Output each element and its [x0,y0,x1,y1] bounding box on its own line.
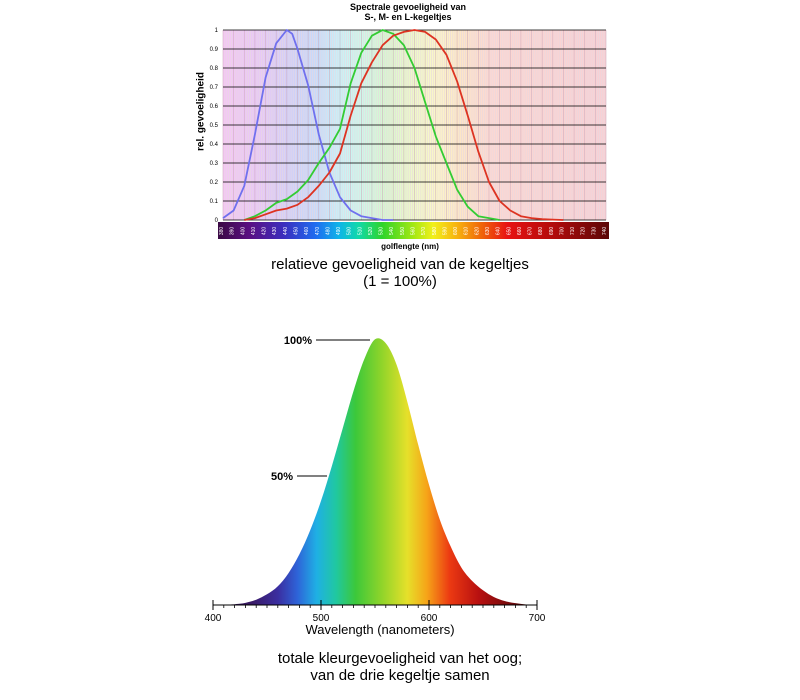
top-chart-y-tick-label: 0.3 [210,161,219,167]
top-chart-x-tick-label: 630 [485,227,491,236]
top-chart-y-tick-label: 0.5 [210,123,219,129]
top-chart-x-tick-label: 380 [219,227,225,236]
top-chart-x-tick-label: 410 [251,227,257,236]
top-chart-x-tick-label: 670 [528,227,534,236]
m-cone-curve [243,29,500,221]
top-chart-caption-line1: relatieve gevoeligheid van de kegeltjes [271,256,529,273]
top-chart-x-tick-label: 660 [517,227,523,236]
top-chart-caption-line2: (1 = 100%) [363,273,437,290]
top-chart-x-tick-label: 710 [570,227,576,236]
top-chart-x-tick-label: 520 [368,227,374,236]
top-chart-spectrum-bar [218,222,609,239]
top-chart-y-tick-label: 0 [215,218,219,224]
top-chart-y-tick-label: 1 [215,28,219,34]
top-chart-x-tick-label: 650 [506,227,512,236]
top-chart-series [222,29,564,221]
top-chart-x-tick-label: 700 [559,227,565,236]
top-chart-x-tick-label: 390 [230,227,236,236]
top-chart-x-tick-label: 490 [336,227,342,236]
top-chart-y-tick-label: 0.7 [210,85,219,91]
bottom-chart-caption: totale kleurgevoeligheid van het oog; va… [200,650,600,684]
top-chart-x-tick-label: 480 [325,227,331,236]
bottom-chart-x-ticks: 400 500 600 700 [205,600,546,624]
s-cone-curve [222,29,394,221]
top-chart-x-tick-label: 720 [581,227,587,236]
top-chart-x-tick-label: 640 [496,227,502,236]
top-chart-x-tick-label: 680 [538,227,544,236]
top-chart-y-tick-label: 0.1 [210,199,219,205]
top-chart-x-tick-label: 690 [549,227,555,236]
top-chart-x-tick-label: 560 [411,227,417,236]
top-chart-x-tick-label: 540 [389,227,395,236]
top-chart-x-tick-label: 620 [474,227,480,236]
top-chart-x-tick-label: 610 [464,227,470,236]
marker-100-label: 100% [284,335,312,347]
top-chart-x-tick-label: 430 [272,227,278,236]
l-cone-curve [244,29,564,221]
top-chart-y-tick-label: 0.6 [210,104,219,110]
top-chart-x-tick-label: 400 [240,227,246,236]
marker-50-label: 50% [271,471,293,483]
top-chart-y-tick-label: 0.8 [210,66,219,72]
top-chart-x-axis-label: golflengte (nm) [381,242,439,251]
visibility-curve-area [213,338,537,605]
top-chart-x-tick-label: 530 [379,227,385,236]
top-chart-title-line1: Spectrale gevoeligheid van [349,2,467,12]
bottom-chart-x-axis-label: Wavelength (nanometers) [305,622,455,637]
top-chart-x-tick-label: 450 [293,227,299,236]
top-chart-x-tick-label: 570 [421,227,427,236]
top-chart-x-tick-label: 510 [357,227,363,236]
top-chart-y-tick-label: 0.9 [210,47,219,53]
top-chart-x-tick-label: 500 [347,227,353,236]
top-chart-x-tick-label: 730 [591,227,597,236]
top-chart-x-tick-label: 470 [315,227,321,236]
bottom-chart-svg: 400 500 600 700 100% 50% [205,335,546,624]
top-chart-y-tick-label: 0.2 [210,180,219,186]
top-chart-svg: 0 0.1 0.2 0.3 0.4 0.5 0.6 0.7 0.8 0.9 1 380 390 400 4… [210,28,609,239]
bottom-chart-x-tick-label: 400 [205,613,222,624]
top-chart-x-tick-label: 590 [442,227,448,236]
top-chart-x-ticks: 380 390 400 410 420 430 440 450 460 470 480 490 500 5… [219,227,608,236]
top-chart-x-tick-label: 740 [602,227,608,236]
bottom-chart-x-tick-label: 700 [529,613,546,624]
top-chart-x-tick-label: 550 [400,227,406,236]
bottom-chart-caption-line1: totale kleurgevoeligheid van het oog; [277,650,523,667]
bottom-chart-x-tick-label: 600 [421,613,438,624]
top-chart-x-tick-label: 420 [262,227,268,236]
top-chart-caption: relatieve gevoeligheid van de kegeltjes … [200,256,600,290]
top-chart-x-tick-label: 440 [283,227,289,236]
top-chart-title: Spectrale gevoeligheid van S-, M- en L-k… [300,2,516,22]
top-chart-x-tick-label: 600 [453,227,459,236]
top-chart-y-ticks: 0 0.1 0.2 0.3 0.4 0.5 0.6 0.7 0.8 0.9 1 [210,28,219,224]
top-chart-y-tick-label: 0.4 [210,142,219,148]
bottom-chart-caption-line2: van de drie kegeltje samen [310,667,490,684]
top-chart-x-tick-label: 580 [432,227,438,236]
top-chart-title-line2: S-, M- en L-kegeltjes [364,12,452,22]
top-chart-x-tick-label: 460 [304,227,310,236]
bottom-chart-x-tick-label: 500 [313,613,330,624]
